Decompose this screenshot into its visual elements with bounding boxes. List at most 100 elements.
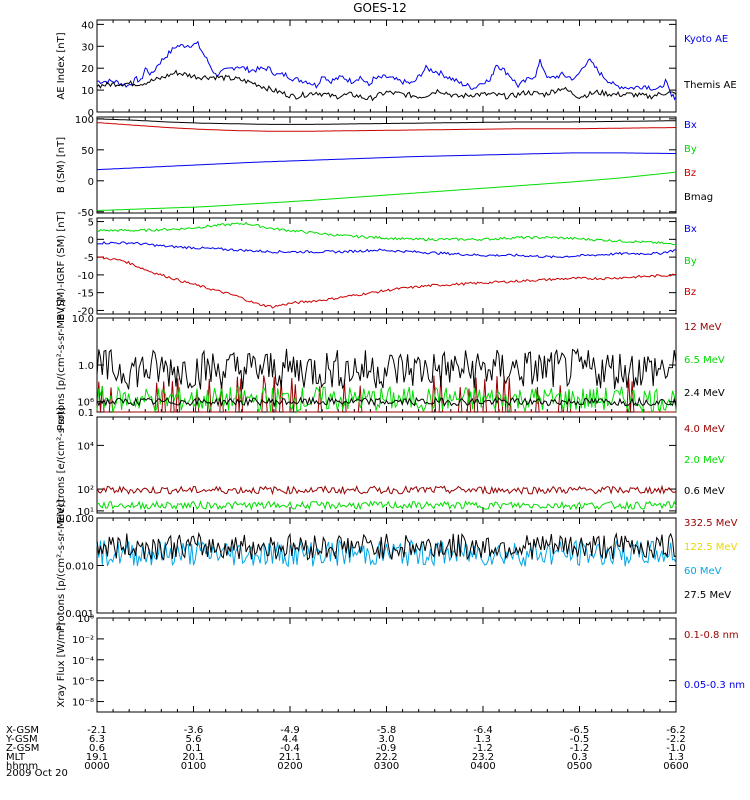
x-axis-value: 0600 bbox=[663, 761, 688, 772]
y-axis-label: Protons [p/(cm²-s-sr-MeV)] bbox=[56, 299, 67, 431]
y-tick-label: 10⁻⁴ bbox=[72, 656, 94, 667]
legend-entry: 12 MeV bbox=[684, 322, 722, 333]
x-axis-value: 0.3 bbox=[572, 752, 588, 763]
y-tick-label: 10⁶ bbox=[77, 398, 94, 409]
x-axis-value: -1.2 bbox=[570, 743, 590, 754]
y-tick-label: -10 bbox=[78, 271, 94, 282]
y-axis-label: Electrons [e/(cm²-s-sr)] bbox=[56, 407, 67, 523]
series-line-12-mev bbox=[96, 375, 676, 413]
series-line-6-5-mev bbox=[96, 385, 677, 414]
series-line-kyoto-ae bbox=[96, 40, 677, 101]
y-tick-label: 20 bbox=[81, 64, 94, 75]
y-tick-label: 10⁴ bbox=[77, 441, 94, 452]
series-line-by bbox=[97, 241, 677, 259]
x-axis-value: 21.1 bbox=[279, 752, 301, 763]
x-row-label: Z-GSM bbox=[6, 743, 39, 754]
series-line-bx bbox=[97, 152, 676, 171]
x-axis-value: 23.2 bbox=[472, 752, 494, 763]
legend-entry: 60 MeV bbox=[684, 566, 722, 577]
panel-5: 10¹ 10² 10⁴ 10⁶ Electrons [e/(cm²-s-sr)] 4.0 … bbox=[56, 396, 725, 523]
chart-title: GOES-12 bbox=[353, 1, 407, 15]
x-axis-value: 4.4 bbox=[282, 734, 298, 745]
x-axis-value: 0100 bbox=[181, 761, 206, 772]
y-tick-label: 40 bbox=[81, 20, 94, 31]
legend-entry: 0.1-0.8 nm bbox=[684, 630, 739, 641]
legend-entry: Bx bbox=[684, 224, 697, 235]
y-tick-label: -15 bbox=[78, 289, 94, 300]
panels: 0 10 20 30 40 AE Index [nT] Kyoto AE Themis AE -… bbox=[56, 19, 745, 713]
panel-7: 10⁰ 10⁻² 10⁻⁴ 10⁻⁶ 10⁻⁸ Xray Flux [W/m²] 0.1-0… bbox=[56, 614, 745, 713]
y-tick-label: 10⁰ bbox=[77, 614, 94, 625]
panel-frame bbox=[96, 416, 677, 514]
y-tick-label: 0 bbox=[88, 235, 94, 246]
y-tick-label: 5 bbox=[88, 218, 94, 229]
y-axis-label: AE Index [nT] bbox=[56, 32, 67, 99]
x-axis-value: -0.5 bbox=[570, 734, 590, 745]
panel-frame bbox=[96, 617, 677, 713]
y-tick-label: 10⁻⁸ bbox=[72, 698, 94, 709]
date-label: 2009 Oct 20 bbox=[6, 768, 68, 779]
series-line-bz bbox=[96, 122, 676, 132]
y-tick-label: 0.001 bbox=[65, 609, 94, 620]
y-axis-label: B (SM) [nT] bbox=[56, 137, 67, 193]
legend-entry: Bx bbox=[684, 120, 697, 131]
panel-frame bbox=[96, 517, 677, 614]
y-tick-label: 10¹ bbox=[77, 507, 94, 518]
series-line-bz bbox=[96, 256, 677, 309]
legend-entry: Kyoto AE bbox=[684, 34, 728, 45]
y-axis-label: Xray Flux [W/m²] bbox=[56, 622, 67, 707]
panel-1: 0 10 20 30 40 AE Index [nT] Kyoto AE Themis AE bbox=[56, 19, 737, 119]
legend-entry: By bbox=[684, 144, 697, 155]
x-axis-value: 0200 bbox=[277, 761, 302, 772]
panel-frame bbox=[96, 217, 677, 315]
y-axis-label: Protons [p/(cm²-s-sr-MeV)] bbox=[56, 500, 67, 632]
x-row-label: MLT bbox=[6, 752, 26, 763]
x-axis-value: -2.1 bbox=[87, 725, 107, 736]
y-tick-label: -20 bbox=[78, 306, 94, 317]
x-axis-value: 0300 bbox=[374, 761, 399, 772]
x-axis-value: -1.0 bbox=[666, 743, 686, 754]
series-line-60-mev bbox=[96, 539, 677, 568]
x-axis-value: -5.8 bbox=[377, 725, 397, 736]
x-axis-value: -4.9 bbox=[280, 725, 300, 736]
x-axis-value: -1.2 bbox=[473, 743, 493, 754]
series-line-2-0-mev bbox=[96, 500, 677, 511]
legend-entry: 4.0 MeV bbox=[684, 424, 725, 435]
legend-entry: 6.5 MeV bbox=[684, 355, 725, 366]
y-tick-label: 10.0 bbox=[72, 314, 94, 325]
x-axis-value: -0.9 bbox=[377, 743, 397, 754]
y-tick-label: 0 bbox=[88, 108, 94, 119]
y-tick-label: 10⁻² bbox=[72, 635, 94, 646]
y-tick-label: 10⁻⁶ bbox=[72, 677, 94, 688]
x-axis-value: -0.4 bbox=[280, 743, 300, 754]
y-tick-label: 100 bbox=[75, 115, 94, 126]
y-tick-label: 0.100 bbox=[65, 514, 94, 525]
panel-frame bbox=[96, 19, 677, 113]
y-tick-label: 1.0 bbox=[78, 361, 94, 372]
series-line-27-5-mev bbox=[96, 531, 677, 561]
y-tick-label: 0 bbox=[88, 177, 94, 188]
x-axis-value: 0.6 bbox=[89, 743, 105, 754]
y-axis-label: B (SM)-IGRF (SM) [nT] bbox=[56, 211, 67, 320]
y-tick-label: 30 bbox=[81, 42, 94, 53]
x-axis-value: 20.1 bbox=[182, 752, 204, 763]
x-axis-value: 0400 bbox=[470, 761, 495, 772]
legend-entry: Bz bbox=[684, 287, 696, 298]
legend-entry: 122.5 MeV bbox=[684, 542, 738, 553]
y-tick-label: -5 bbox=[84, 253, 94, 264]
panel-4: 0.1 1.0 10.0 Protons [p/(cm²-s-sr-MeV)] 12 M… bbox=[56, 299, 725, 431]
x-axis-value: 0500 bbox=[567, 761, 592, 772]
x-axis-value: 1.3 bbox=[475, 734, 491, 745]
x-axis-value: -6.5 bbox=[570, 725, 590, 736]
x-axis-value: 6.3 bbox=[89, 734, 105, 745]
legend-entry: Themis AE bbox=[683, 80, 737, 91]
x-axis-value: -6.2 bbox=[666, 725, 686, 736]
legend-entry: 0.05-0.3 nm bbox=[684, 680, 745, 691]
panel-2: -50 0 50 100 B (SM) [nT] Bx By Bz Bmag bbox=[56, 115, 713, 219]
series-line-bmag bbox=[97, 118, 676, 125]
legend-entry: 27.5 MeV bbox=[684, 590, 731, 601]
x-axis-value: -2.2 bbox=[666, 734, 686, 745]
y-tick-label: -50 bbox=[78, 208, 94, 219]
series-line-2-4-mev bbox=[96, 347, 677, 390]
